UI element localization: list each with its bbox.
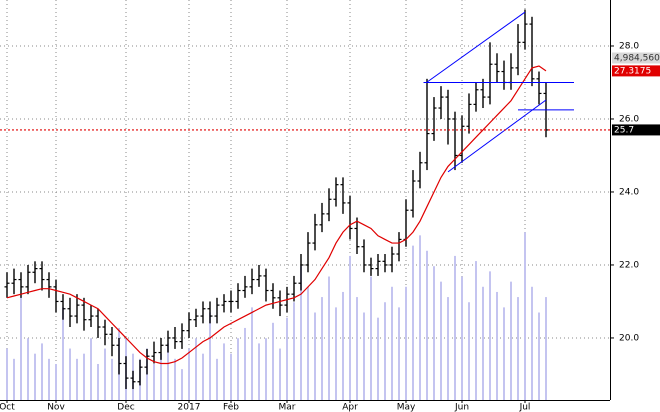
volume-bar: [76, 358, 78, 400]
volume-bar: [489, 271, 491, 400]
volume-bar: [216, 358, 218, 400]
volume-bar: [314, 312, 316, 400]
x-tick-label: Feb: [223, 403, 239, 412]
y-tick-label: 26.0: [619, 114, 639, 124]
volume-bar: [251, 307, 253, 400]
ma-value-box: [612, 65, 660, 77]
volume-bar: [202, 353, 204, 400]
volume-bar: [230, 353, 232, 400]
volume-bar: [447, 297, 449, 400]
volume-bar: [293, 302, 295, 400]
volume-bar: [370, 276, 372, 400]
volume-bar: [475, 261, 477, 400]
volume-bar: [426, 250, 428, 400]
volume-bar: [363, 312, 365, 400]
volume-bar: [41, 343, 43, 400]
last-price-box: [612, 124, 660, 136]
volume-marker-box: [612, 52, 660, 64]
volume-bar: [377, 317, 379, 400]
volume-bar: [321, 297, 323, 400]
x-tick-label: Oct: [0, 403, 15, 412]
volume-bar: [545, 297, 547, 400]
volume-bar: [300, 266, 302, 400]
x-tick-label: Jul: [519, 403, 531, 412]
volume-bar: [111, 358, 113, 400]
volume-bar: [482, 286, 484, 400]
volume-bar: [349, 255, 351, 400]
volume-bar: [97, 363, 99, 400]
volume-bar: [48, 358, 50, 400]
volume-bar: [265, 338, 267, 400]
volume-bar: [510, 281, 512, 400]
volume-bar: [27, 338, 29, 400]
y-tick-label: 20.0: [619, 333, 639, 343]
volume-bar: [153, 363, 155, 400]
volume-bar: [258, 343, 260, 400]
volume-bar: [83, 353, 85, 400]
volume-bar: [272, 322, 274, 400]
x-tick-label: Mar: [279, 403, 296, 412]
volume-bar: [244, 327, 246, 400]
volume-bar: [454, 255, 456, 400]
moving-average: [6, 65, 547, 365]
trendline: [447, 99, 547, 173]
volume-bar: [398, 307, 400, 400]
volume-bar: [286, 317, 288, 400]
volume-bar: [503, 307, 505, 400]
x-tick-label: Apr: [342, 403, 358, 412]
volume-bar: [531, 286, 533, 400]
volume-bar: [223, 343, 225, 400]
x-tick-label: Jun: [454, 403, 469, 412]
volume-marker-label: 4,984,560: [614, 54, 660, 64]
volume-bar: [524, 232, 526, 400]
volume-bar: [20, 297, 22, 400]
volume-bar: [13, 358, 15, 400]
volume-bar: [433, 266, 435, 400]
volume-bar: [69, 348, 71, 400]
y-tick-label: 22.0: [619, 260, 639, 270]
volume-bar: [440, 281, 442, 400]
trendline: [426, 11, 526, 83]
volume-bar: [517, 297, 519, 400]
volume-bar: [412, 245, 414, 400]
y-tick-label: 28.0: [619, 41, 639, 51]
x-tick-label: May: [397, 403, 416, 412]
volume-bar: [356, 297, 358, 400]
last-price-label: 25.7: [614, 125, 634, 135]
volume-bar: [328, 276, 330, 400]
x-tick-label: Dec: [117, 403, 134, 412]
ma-value-label: 27.3175: [614, 66, 651, 76]
volume-bar: [419, 235, 421, 400]
volume-bar: [62, 307, 64, 400]
volume-bar: [167, 343, 169, 400]
x-tick-label: 2017: [178, 403, 201, 412]
volume-bar: [6, 348, 8, 400]
volume-bar: [468, 302, 470, 400]
volume-bar: [538, 312, 540, 400]
volume-bar: [405, 286, 407, 400]
volume-bar: [461, 276, 463, 400]
x-tick-label: Nov: [47, 403, 65, 412]
volume-bar: [195, 338, 197, 400]
volume-bar: [104, 348, 106, 400]
volume-bar: [55, 363, 57, 400]
volume-bar: [307, 286, 309, 400]
volume-bar: [384, 302, 386, 400]
volume-bar: [174, 358, 176, 400]
volume-bar: [237, 338, 239, 400]
volume-bar: [90, 338, 92, 400]
volume-bar: [391, 286, 393, 400]
volume-bar: [34, 353, 36, 400]
volume-bar: [335, 307, 337, 400]
volume-bar: [496, 291, 498, 400]
volume-bar: [209, 312, 211, 400]
volume-bar: [181, 369, 183, 400]
volume-bar: [160, 353, 162, 400]
y-tick-label: 24.0: [619, 187, 639, 197]
volume-bar: [342, 291, 344, 400]
volume-bar: [279, 348, 281, 400]
volume-bar: [188, 348, 190, 400]
